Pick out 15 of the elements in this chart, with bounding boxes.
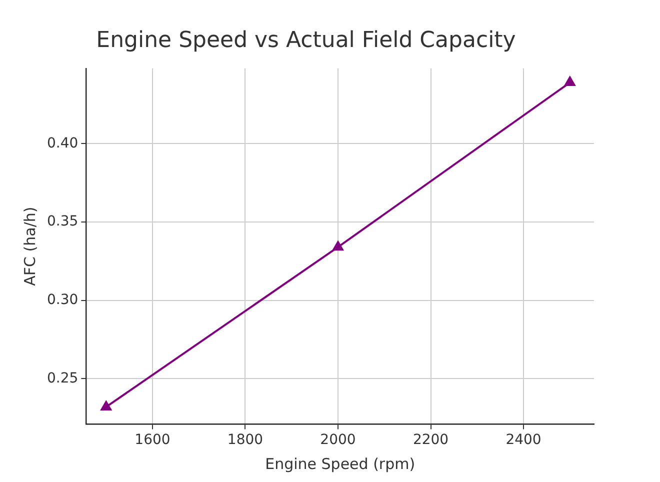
chart-title: Engine Speed vs Actual Field Capacity bbox=[96, 28, 516, 53]
y-tick-label: 0.35 bbox=[47, 214, 78, 230]
y-tick-label: 0.30 bbox=[47, 292, 78, 308]
x-axis-title: Engine Speed (rpm) bbox=[265, 454, 416, 473]
x-tick-label: 1800 bbox=[227, 432, 264, 448]
x-tick-label: 2400 bbox=[506, 432, 542, 448]
point bbox=[100, 400, 112, 410]
y-tick-label: 0.40 bbox=[47, 135, 78, 152]
x-tick-label: 1600 bbox=[134, 432, 170, 448]
y-tick-label: 0.25 bbox=[47, 370, 78, 386]
x-tick-label: 2000 bbox=[320, 432, 356, 448]
point bbox=[332, 241, 344, 251]
y-axis-title: AFC (ha/h) bbox=[20, 206, 39, 286]
x-tick-label: 2200 bbox=[412, 432, 449, 448]
point bbox=[564, 76, 576, 86]
